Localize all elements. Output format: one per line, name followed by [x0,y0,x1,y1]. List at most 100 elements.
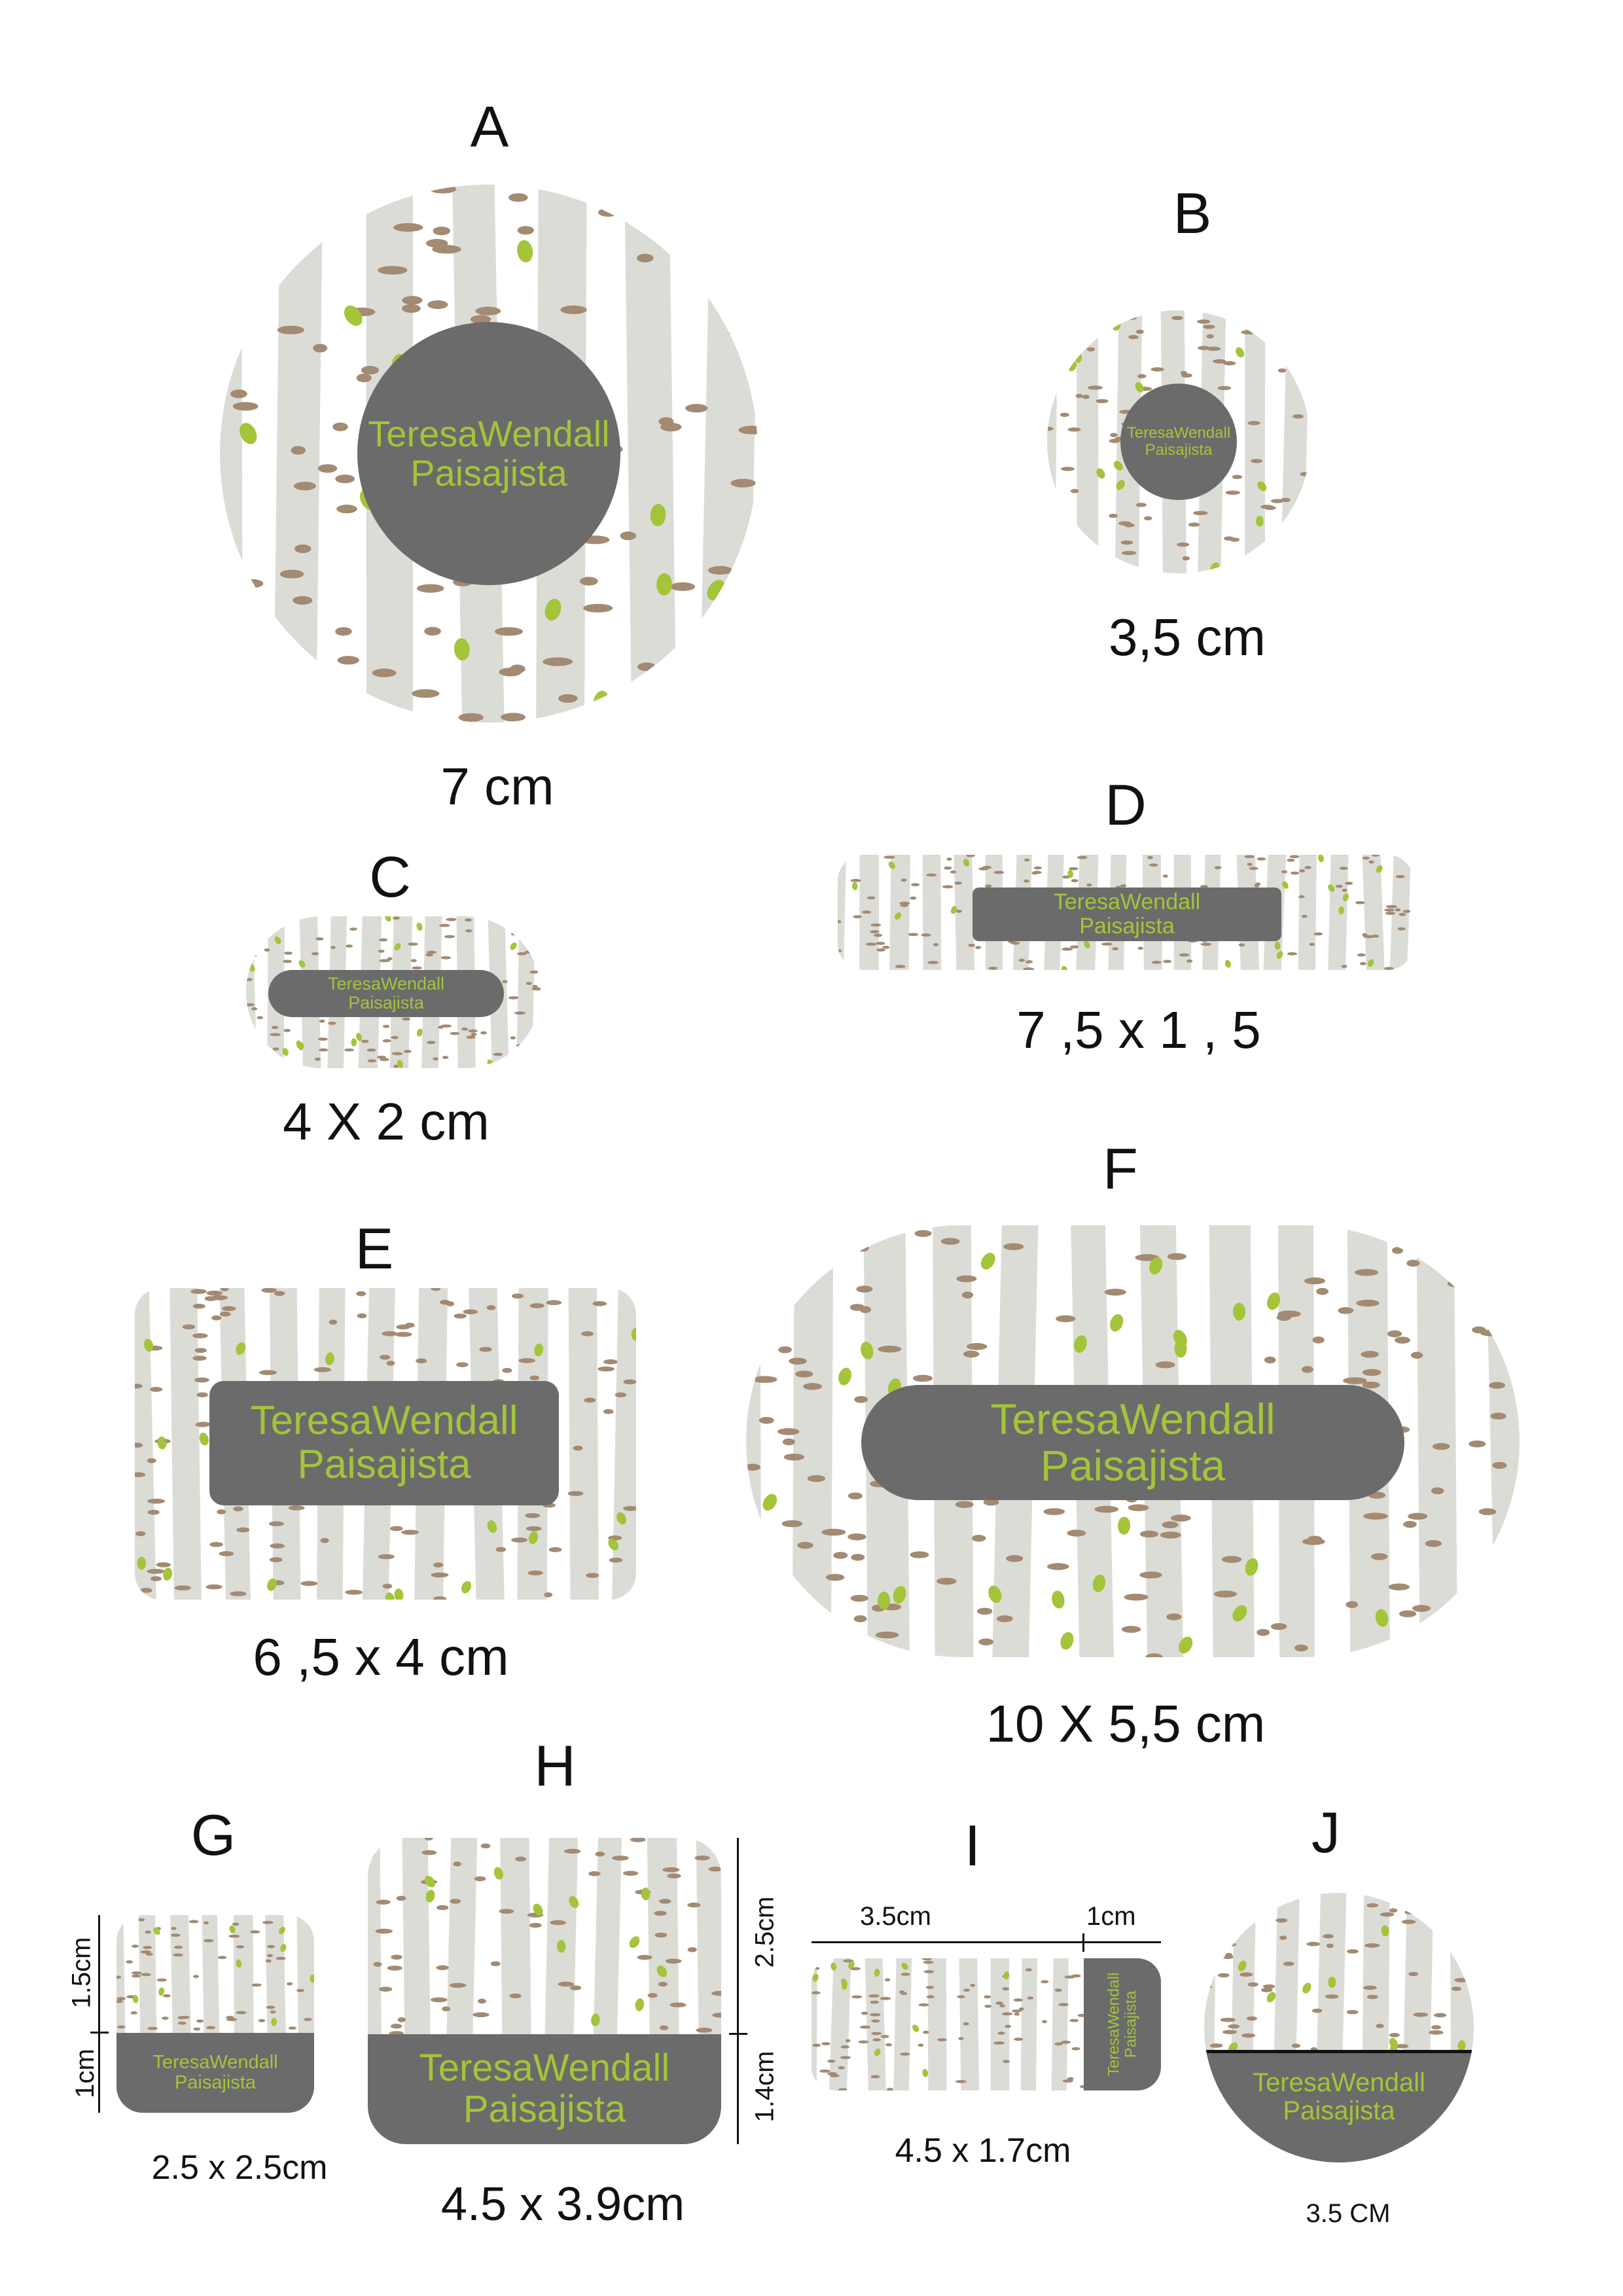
bark-mark [411,966,422,970]
letter-c: C [369,844,411,909]
dim-g-top: 1.5cm [67,1937,96,2009]
leaf-icon [888,861,895,869]
bark-mark [196,1392,208,1397]
bark-mark [126,1960,134,1964]
sticker-f-label: TeresaWendall Paisajista [861,1385,1404,1500]
leaf-icon [591,2013,600,2026]
bark-mark [356,1291,366,1297]
bark-mark [145,1952,153,1956]
bark-mark [961,1291,974,1299]
bark-mark [858,2040,869,2044]
bark-mark [372,668,397,677]
bark-mark [871,2019,880,2023]
bark-mark [1110,433,1118,437]
bark-mark [853,1615,867,1623]
leaf-icon [271,2017,277,2026]
sticker-c: TeresaWendall Paisajista [246,916,541,1068]
bark-mark [1403,1520,1417,1528]
bark-mark [453,1861,462,1867]
bark-mark [1209,2043,1223,2048]
bark-mark [276,1956,286,1960]
bark-mark [1298,895,1305,899]
bark-mark [1244,855,1255,859]
bark-mark [1005,2024,1012,2028]
sticker-d: TeresaWendall Paisajista [838,855,1414,970]
sticker-g: TeresaWendall Paisajista [116,1915,314,2113]
bark-mark [659,2025,669,2030]
bark-mark [1433,2013,1447,2018]
bark-mark [270,2010,276,2014]
bark-mark [300,710,323,719]
leaf-icon [274,936,281,944]
bark-mark [412,689,440,698]
bark-mark [1121,550,1137,556]
leaf-icon [510,942,517,950]
leaf-icon [980,1253,995,1270]
bark-mark [1391,1247,1403,1254]
bark-mark [1137,946,1143,950]
bark-mark [416,584,444,593]
bark-mark [1241,2033,1256,2038]
bark-mark [1251,459,1262,463]
bark-mark [437,1905,449,1910]
bark-mark [433,1057,438,1061]
bark-mark [1287,952,1298,956]
bark-mark [511,1293,524,1299]
leaf-icon [325,1352,334,1365]
bark-mark [156,1562,171,1568]
dim-tick-h [729,2033,747,2035]
bark-mark [261,1288,277,1293]
bark-mark [1060,412,1069,418]
bark-mark [1490,1412,1507,1420]
bark-mark [132,1945,139,1948]
bark-mark [859,1306,872,1314]
bark-mark [293,482,316,491]
bark-mark [968,943,976,947]
bark-mark [615,1392,627,1397]
leaf-icon [922,2068,929,2077]
bark-mark [630,1838,646,1842]
size-c: 4 X 2 cm [283,1092,490,1151]
label-line2: Paisajista [463,2088,626,2130]
bark-mark [1031,871,1038,875]
bark-mark [1041,1980,1049,1984]
birch-trunk [612,1288,636,1600]
bark-mark [686,224,702,234]
bark-mark [1294,1893,1306,1895]
bark-mark [268,1521,285,1526]
bark-mark [288,2026,296,2030]
bark-mark [173,1953,183,1957]
leaf-icon [635,1998,645,2011]
leaf-icon [355,1033,363,1041]
bark-mark [918,2003,929,2007]
bark-mark [1247,421,1260,425]
bark-mark [1246,2016,1257,2021]
sticker-d-label: TeresaWendall Paisajista [972,888,1281,941]
bark-mark [356,373,372,383]
bark-mark [391,1954,402,1960]
bark-mark [188,1920,199,1924]
bark-mark [687,1902,701,1908]
bark-mark [436,1965,449,1971]
sticker-b-label: TeresaWendall Paisajista [1120,384,1237,500]
bark-mark [1362,1381,1380,1389]
size-i: 4.5 x 1.7cm [895,2132,1071,2170]
bark-mark [510,1036,516,1040]
bark-mark [299,207,330,216]
bark-mark [1101,942,1113,946]
bark-mark [859,2025,871,2029]
bark-mark [579,577,598,586]
bark-mark [509,664,526,673]
leaf-icon [1096,468,1105,479]
bark-mark [1135,329,1144,334]
bark-mark [1362,856,1370,860]
leaf-icon [1375,1609,1389,1627]
letter-f: F [1103,1136,1138,1201]
letter-a: A [470,94,509,159]
bark-mark [825,1573,845,1581]
sticker-e-label: TeresaWendall Paisajista [209,1381,559,1505]
bark-mark [1228,2024,1240,2029]
leaf-icon [1178,1636,1193,1654]
bark-mark [1313,932,1323,936]
bark-mark [1291,2043,1300,2048]
